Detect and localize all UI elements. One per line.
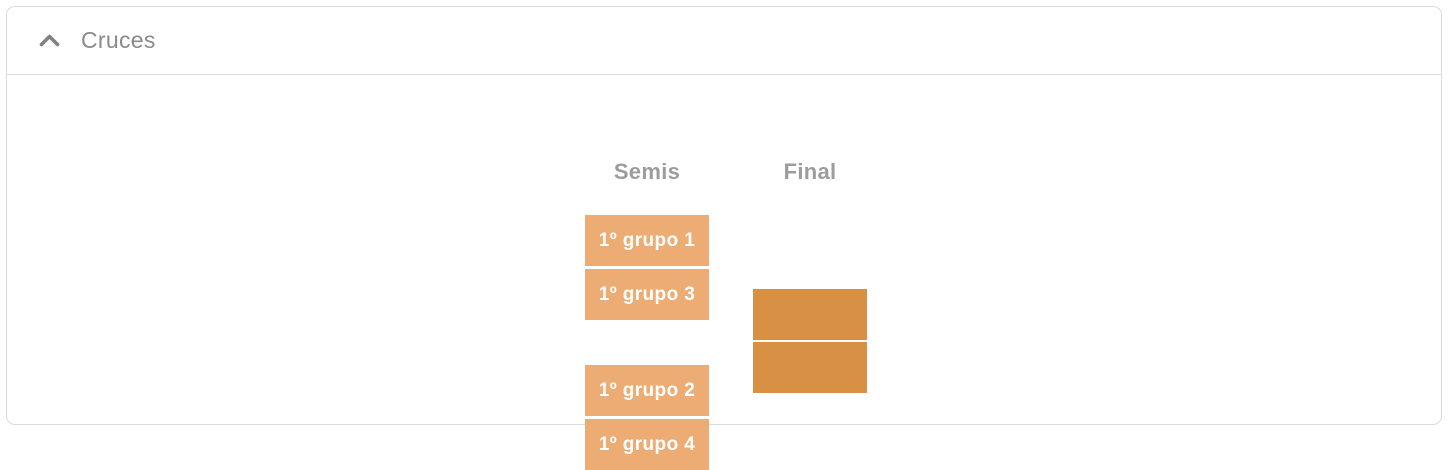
column-header-semis: Semis [613, 159, 681, 184]
cruces-panel-header[interactable]: Cruces [7, 7, 1441, 75]
semi-slot-group2: 1º grupo 2 [585, 365, 709, 416]
chevron-up-icon[interactable] [38, 30, 60, 52]
semi-slot-group4: 1º grupo 4 [585, 419, 709, 470]
semi-slot-group3: 1º grupo 3 [585, 269, 709, 320]
column-header-final: Final [783, 159, 837, 184]
cruces-panel: Cruces Semis Final 1º grupo 1 1º grupo 3… [6, 6, 1442, 470]
bracket-area: Semis Final 1º grupo 1 1º grupo 3 1º gru… [7, 75, 1441, 470]
final-slot-bottom [753, 342, 867, 393]
final-slot-top [753, 289, 867, 340]
semi-slot-group1: 1º grupo 1 [585, 215, 709, 266]
panel-title: Cruces [81, 27, 156, 53]
